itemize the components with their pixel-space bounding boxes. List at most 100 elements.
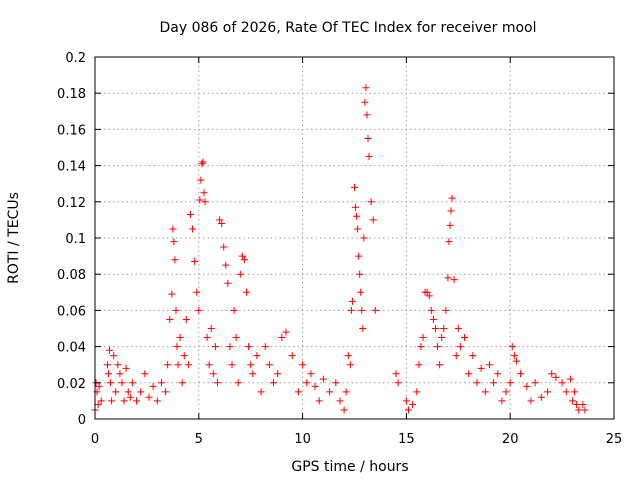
data-point: [444, 274, 452, 282]
data-point: [133, 397, 141, 405]
data-point: [169, 225, 177, 233]
data-point: [200, 189, 208, 197]
data-point: [404, 406, 412, 414]
data-point: [566, 375, 574, 383]
data-point: [485, 361, 493, 369]
data-point: [282, 328, 290, 336]
data-point: [94, 401, 102, 409]
data-point: [544, 388, 552, 396]
data-point: [176, 334, 184, 342]
data-point: [240, 256, 248, 264]
data-point: [153, 397, 161, 405]
y-tick-label: 0.02: [57, 377, 86, 392]
data-point: [358, 306, 366, 314]
x-tick-label: 25: [606, 432, 623, 447]
data-point: [195, 306, 203, 314]
data-point: [201, 198, 209, 206]
data-point: [274, 370, 282, 378]
data-point: [354, 225, 362, 233]
data-point: [315, 397, 323, 405]
data-point: [238, 252, 246, 260]
y-tick-label: 0.12: [57, 196, 86, 211]
data-point: [502, 388, 510, 396]
data-point: [203, 334, 211, 342]
data-point: [454, 325, 462, 332]
data-point: [199, 158, 207, 166]
data-point: [141, 370, 149, 378]
y-tick-label: 0.04: [57, 341, 86, 356]
data-point: [216, 216, 224, 224]
data-point: [548, 370, 556, 378]
data-point: [249, 370, 257, 378]
data-point: [172, 306, 180, 314]
data-point: [362, 84, 370, 92]
data-point: [364, 134, 372, 142]
data-point: [573, 401, 581, 409]
data-point: [461, 334, 469, 342]
data-point: [351, 183, 358, 191]
x-tick-label: 10: [294, 432, 311, 447]
data-point: [456, 343, 464, 351]
data-point: [171, 256, 179, 264]
data-point: [531, 379, 539, 387]
data-point: [112, 388, 120, 396]
data-point: [247, 361, 255, 369]
data-point: [445, 238, 453, 246]
data-point: [145, 393, 153, 401]
data-point: [189, 225, 197, 233]
data-point: [184, 361, 192, 369]
data-point: [360, 234, 368, 242]
data-point: [178, 379, 186, 387]
data-point: [448, 194, 456, 202]
data-point: [261, 343, 269, 351]
y-tick-label: 0.08: [57, 268, 86, 283]
data-point: [95, 382, 103, 390]
data-point: [494, 370, 502, 378]
x-axis-label: GPS time / hours: [291, 459, 408, 475]
y-tick-label: 0.18: [57, 87, 86, 102]
y-tick-label: 0.14: [57, 160, 86, 175]
data-point: [371, 306, 379, 314]
data-point: [402, 397, 410, 405]
data-point: [170, 238, 178, 246]
data-point: [423, 288, 431, 296]
data-point: [392, 370, 400, 378]
axis-ticks: 0 5 10 15 20 25 0 0.02 0.04 0.06 0.08 0.1 0.12 0.14 0.…: [57, 51, 622, 447]
data-point: [440, 325, 448, 332]
data-point: [236, 270, 244, 278]
data-point: [552, 373, 560, 381]
data-point: [419, 334, 427, 342]
data-point: [299, 361, 307, 369]
data-point: [226, 343, 234, 351]
data-point: [581, 406, 589, 414]
data-point: [369, 216, 377, 224]
data-point: [180, 352, 188, 360]
data-point: [415, 361, 423, 369]
x-tick-label: 5: [195, 432, 203, 447]
data-point: [367, 198, 375, 206]
data-point: [356, 270, 364, 278]
data-point: [431, 325, 439, 332]
data-point: [363, 111, 371, 119]
data-point: [346, 361, 354, 369]
data-point: [124, 388, 132, 396]
data-point: [469, 352, 477, 360]
data-point: [348, 297, 356, 305]
data-point: [197, 176, 205, 184]
data-point: [307, 370, 315, 378]
data-point: [442, 306, 450, 314]
data-point: [311, 382, 319, 390]
data-point: [417, 343, 425, 351]
data-point: [207, 325, 215, 332]
x-tick-label: 15: [398, 432, 415, 447]
data-point: [245, 343, 253, 351]
data-point: [114, 361, 122, 369]
data-point: [218, 220, 226, 228]
data-point: [205, 361, 213, 369]
data-point: [270, 379, 278, 387]
y-tick-label: 0.16: [57, 123, 86, 138]
data-point: [571, 388, 579, 396]
data-point: [434, 343, 442, 351]
